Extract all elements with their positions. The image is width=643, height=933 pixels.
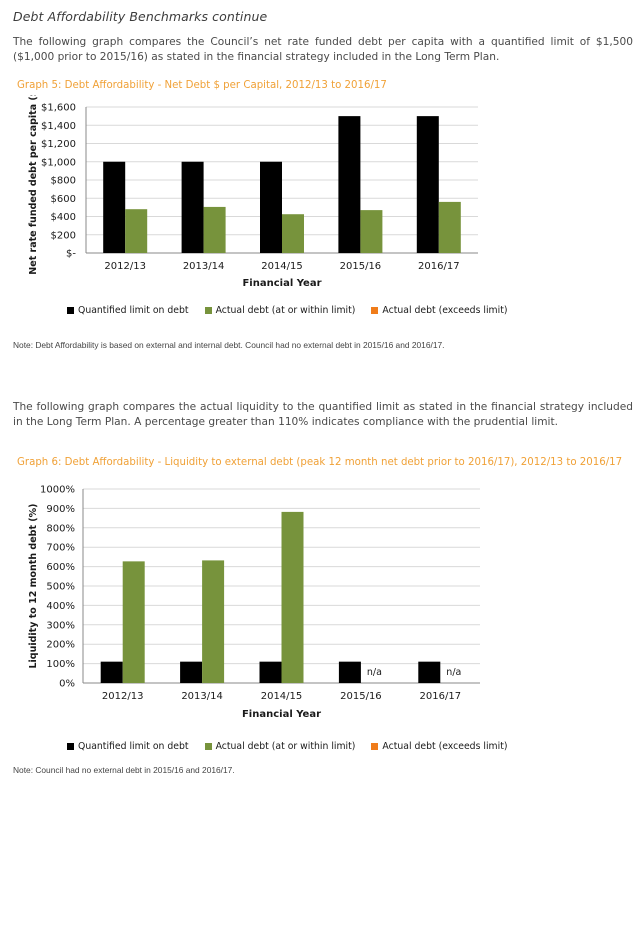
intro-paragraph-1: The following graph compares the Council…: [13, 36, 633, 63]
y-tick-label: $1,000: [41, 157, 76, 168]
legend-swatch-limit: [67, 307, 74, 314]
y-tick-label: 100%: [46, 659, 75, 670]
y-tick-label: 500%: [46, 582, 75, 593]
legend-item-limit: Quantified limit on debt: [67, 305, 189, 316]
y-tick-label: 400%: [46, 601, 75, 612]
bar-limit: [418, 661, 441, 683]
bar-actual: [125, 209, 148, 253]
bar-actual: [282, 214, 304, 253]
x-tick-label: 2014/15: [261, 261, 303, 272]
y-tick-label: $1,400: [41, 121, 76, 132]
y-tick-label: 800%: [46, 523, 75, 534]
graph-5-svg: $- $200 $400 $600 $800 $1,000 $1,200 $1,400 $1,6…: [28, 85, 478, 289]
section-heading: Debt Affordability Benchmarks continue: [13, 9, 268, 24]
bar-limit: [260, 161, 282, 253]
legend-swatch-actual: [204, 743, 212, 750]
bar-limit: [100, 661, 123, 683]
bar-actual: [202, 560, 225, 683]
graph-6-chart: 0% 100% 200% 300% 400% 500% 600% 700% 800% 900% 10…: [0, 478, 643, 729]
y-tick-label: $-: [66, 249, 76, 260]
y-tick-label: 1000%: [40, 485, 75, 496]
y-tick-label: $1,200: [41, 139, 76, 150]
y-tick-label: 700%: [46, 543, 75, 554]
bar-actual: [281, 511, 304, 683]
legend-label-limit: Quantified limit on debt: [78, 305, 189, 316]
y-tick-label: 600%: [46, 562, 75, 573]
bar-limit: [181, 161, 204, 253]
graph-5-legend: Quantified limit on debt Actual debt (at…: [67, 305, 523, 316]
bar-actual: [438, 201, 461, 253]
legend-swatch-exceeds: [371, 743, 379, 750]
bar-limit: [416, 116, 439, 253]
bar-actual: [360, 210, 383, 253]
legend-label-actual: Actual debt (at or within limit): [215, 741, 356, 752]
x-tick-label: 2012/13: [102, 691, 144, 702]
graph-5-title: Graph 5: Debt Affordability - Net Debt $…: [17, 80, 387, 91]
y-tick-label: $1,600: [41, 103, 76, 114]
bar-limit: [338, 661, 361, 683]
x-tick-label: 2013/14: [181, 691, 223, 702]
legend-label-exceeds: Actual debt (exceeds limit): [382, 741, 508, 752]
legend-item-exceeds: Actual debt (exceeds limit): [371, 741, 507, 752]
x-axis-title: Financial Year: [242, 709, 321, 720]
x-tick-label: 2013/14: [183, 261, 225, 272]
bar-actual: [203, 206, 226, 253]
legend-label-limit: Quantified limit on debt: [78, 741, 189, 752]
bar-actual: [122, 561, 145, 683]
x-tick-label: 2015/16: [340, 691, 382, 702]
y-tick-label: $200: [51, 230, 76, 241]
intro-paragraph-2: The following graph compares the actual …: [13, 401, 633, 428]
y-tick-label: 200%: [46, 640, 75, 651]
x-tick-label: 2016/17: [420, 691, 462, 702]
legend-item-actual: Actual debt (at or within limit): [204, 741, 356, 752]
legend-swatch-actual: [204, 307, 212, 314]
legend-swatch-limit: [67, 743, 74, 750]
legend-item-limit: Quantified limit on debt: [67, 741, 189, 752]
y-axis-title: Liquidity to 12 month debt (%): [28, 503, 39, 668]
note-1: Note: Debt Affordability is based on ext…: [13, 340, 445, 350]
y-tick-label: $400: [51, 212, 76, 223]
graph-6-svg: 0% 100% 200% 300% 400% 500% 600% 700% 800% 900% 10…: [28, 485, 480, 720]
y-axis-title: Net rate funded debt per capita ($): [28, 95, 39, 275]
x-tick-label: 2012/13: [104, 261, 146, 272]
legend-item-exceeds: Actual debt (exceeds limit): [371, 305, 507, 316]
x-axis-title: Financial Year: [242, 278, 321, 289]
y-tick-label: 900%: [46, 504, 75, 515]
legend-item-actual: Actual debt (at or within limit): [204, 305, 356, 316]
bar-annotation: n/a: [446, 667, 461, 678]
legend-swatch-exceeds: [371, 307, 379, 314]
x-tick-label: 2015/16: [340, 261, 382, 272]
y-tick-label: $600: [51, 194, 76, 205]
y-tick-label: $800: [51, 176, 76, 187]
x-tick-label: 2014/15: [261, 691, 303, 702]
legend-label-exceeds: Actual debt (exceeds limit): [382, 305, 508, 316]
legend-label-actual: Actual debt (at or within limit): [215, 305, 356, 316]
bar-limit: [259, 661, 282, 683]
x-tick-label: 2016/17: [418, 261, 460, 272]
bar-annotation: n/a: [367, 667, 382, 678]
bar-limit: [338, 116, 361, 253]
bar-limit: [103, 161, 126, 253]
graph-5-chart: $- $200 $400 $600 $800 $1,000 $1,200 $1,400 $1,6…: [0, 85, 643, 300]
bar-limit: [180, 661, 203, 683]
y-tick-label: 300%: [46, 620, 75, 631]
graph-6-title: Graph 6: Debt Affordability - Liquidity …: [17, 457, 623, 468]
y-tick-label: 0%: [59, 679, 75, 690]
graph-6-legend: Quantified limit on debt Actual debt (at…: [67, 741, 523, 752]
note-2: Note: Council had no external debt in 20…: [13, 765, 235, 775]
